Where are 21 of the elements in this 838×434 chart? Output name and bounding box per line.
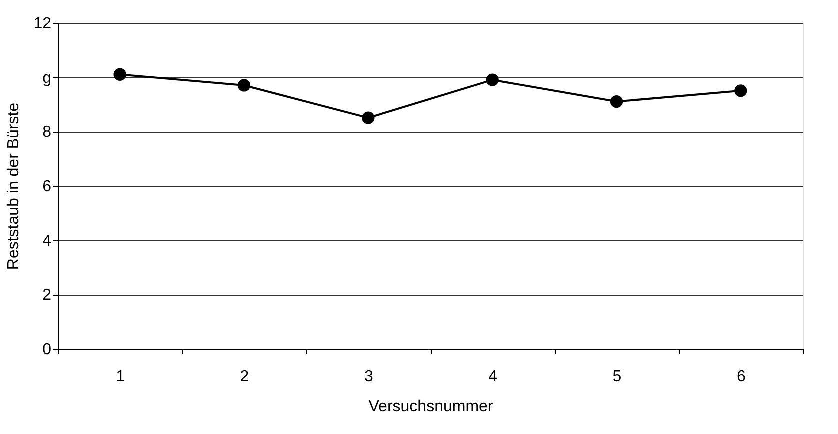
x-tick-label: 5 [612, 368, 622, 386]
x-axis-title: Versuchsnummer [368, 398, 494, 416]
point [362, 112, 375, 124]
point [734, 84, 748, 98]
x-tick-label: 4 [488, 368, 498, 386]
y-tick-label: 0 [42, 342, 52, 358]
y-tick-label: 8 [42, 124, 52, 142]
point [114, 68, 126, 81]
point [610, 95, 624, 108]
point [238, 79, 251, 92]
y-tick-label: 12 [34, 16, 52, 32]
x-tick-label: 1 [116, 368, 126, 386]
y-tick-label: 6 [42, 178, 52, 196]
y-tick-label: 2 [42, 287, 52, 304]
x-tick-label: 2 [240, 368, 250, 386]
y-axis-title: Reststaub in der Bürste [6, 102, 23, 270]
x-tick-label: 6 [736, 368, 746, 386]
x-tick-label: 3 [364, 368, 374, 386]
y-tick-label: 4 [42, 232, 52, 250]
point [486, 74, 499, 86]
y-tick-label: g [42, 70, 52, 87]
